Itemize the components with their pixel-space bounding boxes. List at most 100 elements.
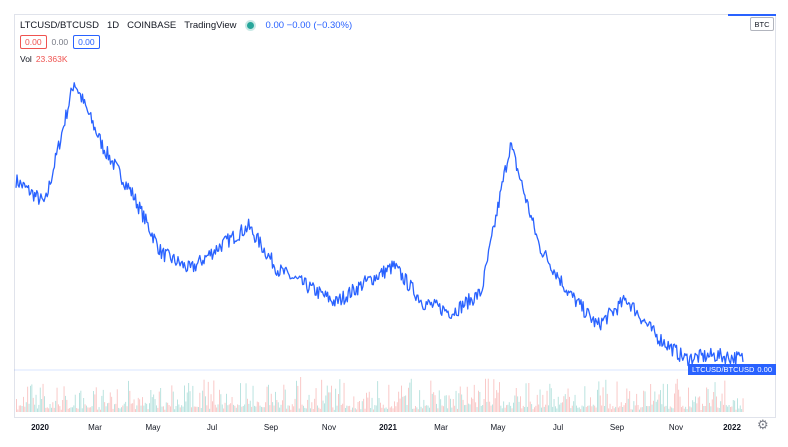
volume-bar <box>224 402 226 412</box>
volume-bar <box>475 402 477 412</box>
volume-bar <box>347 406 349 412</box>
volume-bar <box>322 400 324 412</box>
volume-bar <box>233 404 234 412</box>
volume-bar <box>678 389 680 412</box>
volume-bar <box>139 399 141 412</box>
volume-bar <box>587 405 589 412</box>
volume-bar <box>668 408 670 412</box>
volume-bar <box>711 399 713 412</box>
volume-bar <box>534 407 535 412</box>
volume-bar <box>448 395 450 412</box>
volume-bar <box>388 384 390 412</box>
volume-bar <box>53 407 55 412</box>
volume-bar <box>632 409 633 412</box>
volume-bar <box>108 402 110 412</box>
price-change: 0.00 −0.00 (−0.30%) <box>265 19 353 31</box>
volume-bar <box>518 401 520 412</box>
volume-bar <box>94 394 96 412</box>
x-tick-label: Jul <box>207 423 217 432</box>
volume-bar <box>242 406 244 412</box>
volume-bar <box>728 405 730 412</box>
volume-bar <box>679 396 681 412</box>
volume-bar <box>244 404 246 412</box>
volume-bar <box>35 394 37 412</box>
volume-bar <box>690 407 692 412</box>
volume-bar <box>464 405 465 412</box>
volume-bar <box>135 409 136 412</box>
volume-bar <box>438 390 440 412</box>
volume-bar <box>46 407 48 412</box>
volume-bar <box>81 408 83 412</box>
volume-bar <box>422 408 423 412</box>
volume-bar <box>629 391 631 412</box>
volume-bar <box>336 405 338 412</box>
volume-bar <box>483 399 485 412</box>
volume-bar <box>143 405 145 412</box>
volume-bar <box>469 404 471 412</box>
volume-bar <box>296 380 297 412</box>
volume-bar <box>298 408 300 412</box>
volume-bar <box>601 405 603 412</box>
currency-badge[interactable]: BTC <box>750 17 774 31</box>
volume-bar <box>196 406 198 412</box>
volume-bar <box>706 387 708 412</box>
volume-bar <box>423 399 425 412</box>
volume-bar <box>713 392 715 412</box>
volume-bar <box>95 387 97 412</box>
volume-bar <box>105 406 107 412</box>
volume-bar <box>98 407 100 412</box>
volume-bar <box>380 402 381 412</box>
volume-bar <box>163 406 164 412</box>
volume-bar <box>597 389 598 412</box>
volume-bar <box>662 383 664 412</box>
interval-label[interactable]: 1D <box>107 19 120 31</box>
volume-bar <box>263 407 265 412</box>
volume-bar <box>345 408 346 412</box>
volume-bar <box>312 409 314 412</box>
volume-bar <box>289 405 290 412</box>
volume-label: Vol <box>20 54 32 64</box>
volume-bar <box>436 403 437 412</box>
volume-bar <box>730 407 731 412</box>
volume-value: 23.363K <box>35 54 68 64</box>
volume-bar <box>150 390 152 412</box>
volume-bar <box>245 383 247 412</box>
volume-bar <box>207 381 209 412</box>
volume-bar <box>381 407 383 412</box>
volume-bar <box>205 396 206 412</box>
volume-bar <box>472 398 474 412</box>
volume-bar <box>538 404 540 412</box>
volume-bar <box>660 390 661 412</box>
symbol-label[interactable]: LTCUSD/BTCUSD <box>20 19 99 31</box>
sell-price-box[interactable]: 0.00 <box>20 35 47 49</box>
volume-bar <box>212 401 213 412</box>
volume-bar <box>59 406 61 412</box>
volume-bar <box>433 392 435 412</box>
gear-icon[interactable]: ⚙ <box>757 417 769 432</box>
volume-bar <box>52 402 54 412</box>
volume-bar <box>69 408 71 412</box>
volume-bar <box>478 390 479 412</box>
volume-bar <box>259 405 261 412</box>
volume-bar <box>90 407 92 412</box>
volume-bar <box>532 409 534 412</box>
volume-bar <box>91 406 93 412</box>
volume-bar <box>535 405 537 412</box>
volume-bar <box>737 398 738 412</box>
volume-bar <box>458 393 460 412</box>
volume-bar <box>283 384 285 412</box>
volume-bar <box>364 408 366 412</box>
volume-bar <box>20 405 22 412</box>
volume-bar <box>608 408 610 412</box>
volume-bar <box>126 406 128 412</box>
volume-bar <box>97 409 99 412</box>
volume-bar <box>486 401 488 412</box>
volume-bar <box>361 401 363 412</box>
volume-bar <box>23 396 24 412</box>
buy-price-box[interactable]: 0.00 <box>73 35 100 49</box>
ohlc-row: 0.00 0.00 0.00 <box>20 35 100 49</box>
volume-bar <box>237 404 239 412</box>
volume-bar <box>366 392 367 412</box>
volume-bar <box>724 380 726 412</box>
